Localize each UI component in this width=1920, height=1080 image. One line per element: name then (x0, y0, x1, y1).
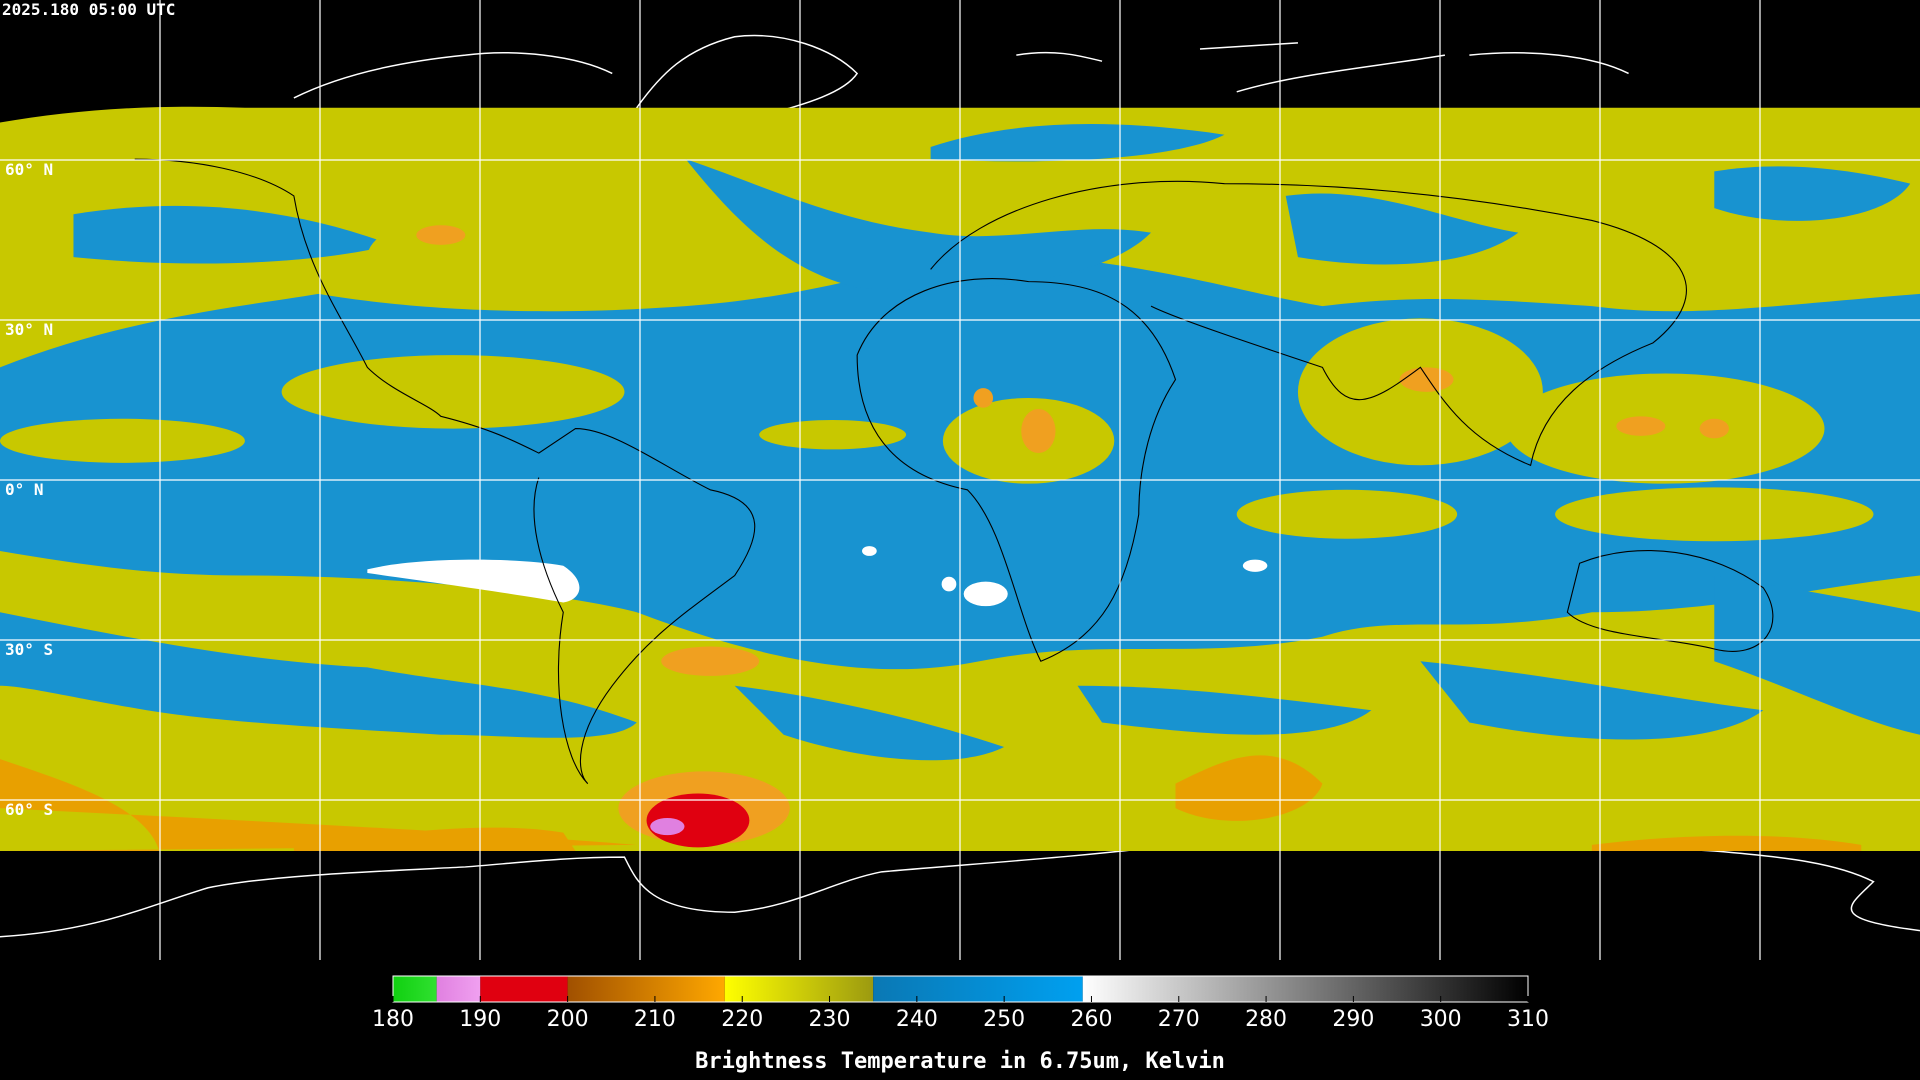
colorbar-tick-label: 190 (459, 1007, 501, 1032)
cloud-clusters (0, 220, 1874, 542)
colorbar-tick-label: 250 (983, 1007, 1025, 1032)
colorbar-tick-label: 220 (721, 1007, 763, 1032)
coastlines (134, 158, 1774, 785)
lat-label: 30° N (5, 320, 53, 339)
colorbar-segment (873, 976, 1083, 1002)
lat-label: 0° N (5, 480, 44, 499)
colorbar-frame (392, 975, 1529, 1003)
colorbar-tick-label: 290 (1332, 1007, 1374, 1032)
colorbar-tick-label: 210 (634, 1007, 676, 1032)
colorbar-label: Brightness Temperature in 6.75um, Kelvin (695, 1049, 1225, 1074)
polar-coastlines (0, 34, 1920, 938)
cold-region (293, 755, 1862, 852)
lat-label: 60° N (5, 160, 53, 179)
colorbar-tick-label: 270 (1158, 1007, 1200, 1032)
map (0, 0, 1920, 960)
timestamp: 2025.180 05:00 UTC (2, 0, 175, 19)
colorbar-tick-label: 260 (1070, 1007, 1112, 1032)
colorbar-segment (480, 976, 568, 1002)
colorbar-tick-label: 310 (1507, 1007, 1549, 1032)
warm-spots (367, 546, 1268, 607)
colorbar-tick-label: 300 (1420, 1007, 1462, 1032)
colorbar: 180 190 200 210 220 230 240 250 260 270 280 290 300 3… (372, 975, 1549, 1032)
colorbar-segment (1082, 976, 1528, 1002)
colorbar-segment (436, 976, 481, 1002)
colorbar-segment (393, 976, 437, 1002)
colorbar-tick-label: 180 (372, 1007, 414, 1032)
coldest-core (650, 817, 685, 836)
colorbar-tick-label: 200 (547, 1007, 589, 1032)
colorbar-tick-label: 230 (809, 1007, 851, 1032)
lat-labels: 60° N 30° N 0° N 30° S 60° S (5, 160, 53, 819)
colorbar-tick-label: 280 (1245, 1007, 1287, 1032)
lat-label: 30° S (5, 640, 53, 659)
colorbar-tick-label: 240 (896, 1007, 938, 1032)
colorbar-segment (724, 976, 874, 1002)
cold-region (0, 759, 637, 852)
graticule (0, 0, 1920, 960)
colorbar-segment (567, 976, 725, 1002)
lat-label: 60° S (5, 800, 53, 819)
